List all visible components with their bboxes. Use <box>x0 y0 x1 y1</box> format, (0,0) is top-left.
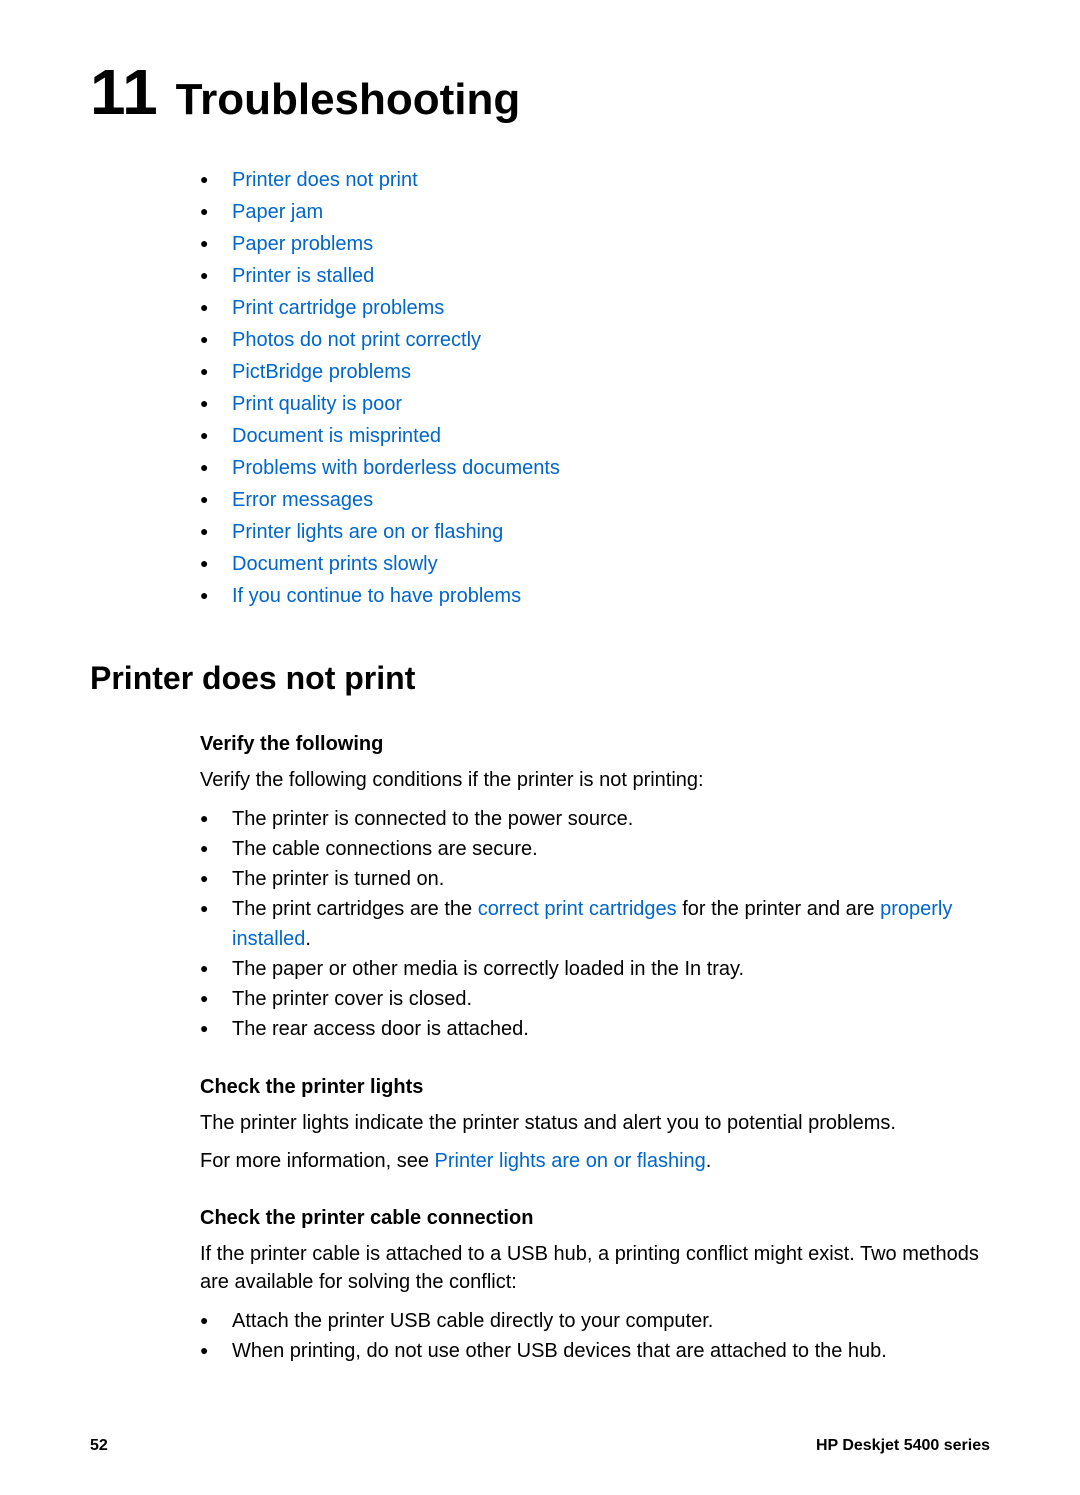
topic-link[interactable]: Paper jam <box>232 201 323 223</box>
subsection-cable: Check the printer cable connection If th… <box>200 1207 990 1366</box>
text-span: The print cartridges are the <box>232 898 478 920</box>
chapter-header: 11 Troubleshooting <box>90 60 990 124</box>
topic-link[interactable]: Print quality is poor <box>232 393 402 415</box>
subsection-title: Verify the following <box>200 733 990 756</box>
section-content: Verify the following Verify the followin… <box>200 733 990 1366</box>
cartridges-link[interactable]: correct print cartridges <box>478 898 677 920</box>
topic-item: PictBridge problems <box>200 356 990 388</box>
list-item: The rear access door is attached. <box>200 1014 990 1044</box>
topic-item: Document is misprinted <box>200 420 990 452</box>
topic-item: Printer is stalled <box>200 260 990 292</box>
page-container: 11 Troubleshooting Printer does not prin… <box>0 0 1080 1438</box>
topic-link[interactable]: Error messages <box>232 489 373 511</box>
text-span: . <box>305 928 311 950</box>
topic-item: Print quality is poor <box>200 388 990 420</box>
topic-item: Problems with borderless documents <box>200 452 990 484</box>
subsection-title: Check the printer lights <box>200 1076 990 1099</box>
text-span: for the printer and are <box>677 898 880 920</box>
page-number: 52 <box>90 1437 108 1455</box>
topic-item: Printer does not print <box>200 164 990 196</box>
list-item: The printer is connected to the power so… <box>200 804 990 834</box>
topic-link[interactable]: If you continue to have problems <box>232 585 521 607</box>
list-item: The print cartridges are the correct pri… <box>200 894 990 954</box>
topic-link[interactable]: PictBridge problems <box>232 361 411 383</box>
section-title: Printer does not print <box>90 660 990 697</box>
topic-link[interactable]: Document prints slowly <box>232 553 438 575</box>
chapter-number: 11 <box>90 60 158 124</box>
cable-list: Attach the printer USB cable directly to… <box>200 1306 990 1366</box>
subsection-intro: If the printer cable is attached to a US… <box>200 1240 990 1296</box>
topic-item: If you continue to have problems <box>200 580 990 612</box>
subsection-intro: Verify the following conditions if the p… <box>200 766 990 794</box>
topic-item: Document prints slowly <box>200 548 990 580</box>
topic-item: Printer lights are on or flashing <box>200 516 990 548</box>
list-item: The printer cover is closed. <box>200 984 990 1014</box>
list-item: The cable connections are secure. <box>200 834 990 864</box>
topic-link[interactable]: Problems with borderless documents <box>232 457 560 479</box>
topic-link[interactable]: Printer lights are on or flashing <box>232 521 503 543</box>
body-text: For more information, see Printer lights… <box>200 1147 990 1175</box>
body-text: The printer lights indicate the printer … <box>200 1109 990 1137</box>
list-item: The printer is turned on. <box>200 864 990 894</box>
list-item: The paper or other media is correctly lo… <box>200 954 990 984</box>
topic-link[interactable]: Document is misprinted <box>232 425 441 447</box>
topic-item: Print cartridge problems <box>200 292 990 324</box>
topic-item: Paper problems <box>200 228 990 260</box>
product-name: HP Deskjet 5400 series <box>816 1437 990 1455</box>
topic-link[interactable]: Photos do not print correctly <box>232 329 481 351</box>
chapter-title: Troubleshooting <box>176 78 521 122</box>
topic-link[interactable]: Paper problems <box>232 233 373 255</box>
topic-item: Paper jam <box>200 196 990 228</box>
subsection-lights: Check the printer lights The printer lig… <box>200 1076 990 1175</box>
topic-link[interactable]: Printer is stalled <box>232 265 374 287</box>
page-footer: 52 HP Deskjet 5400 series <box>90 1437 990 1455</box>
subsection-verify: Verify the following Verify the followin… <box>200 733 990 1044</box>
topic-link[interactable]: Printer does not print <box>232 169 418 191</box>
list-item: When printing, do not use other USB devi… <box>200 1336 990 1366</box>
subsection-title: Check the printer cable connection <box>200 1207 990 1230</box>
list-item: Attach the printer USB cable directly to… <box>200 1306 990 1336</box>
topic-link[interactable]: Print cartridge problems <box>232 297 444 319</box>
lights-link[interactable]: Printer lights are on or flashing <box>435 1150 706 1172</box>
text-span: . <box>706 1150 712 1172</box>
text-span: For more information, see <box>200 1150 435 1172</box>
topic-item: Error messages <box>200 484 990 516</box>
verify-list: The printer is connected to the power so… <box>200 804 990 1044</box>
topic-list: Printer does not print Paper jam Paper p… <box>200 164 990 612</box>
topic-item: Photos do not print correctly <box>200 324 990 356</box>
